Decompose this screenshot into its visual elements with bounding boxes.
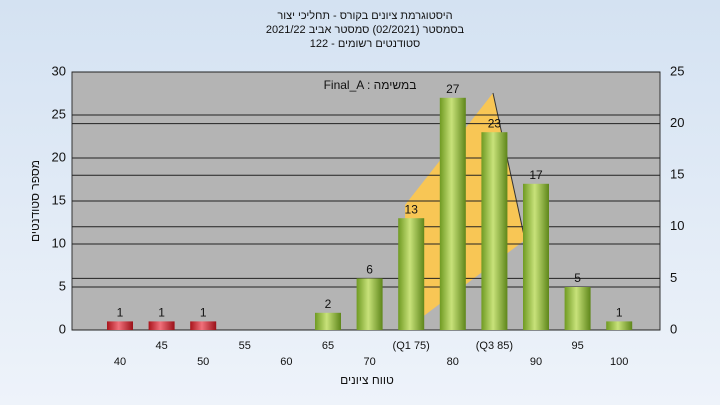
x-tick-label: 60 <box>280 356 292 368</box>
data-label: 23 <box>488 116 502 130</box>
data-label: 27 <box>446 82 460 96</box>
marks: 0510152025300510152025401451501556065270… <box>52 63 685 367</box>
y-tick-label: 0 <box>59 321 66 336</box>
y2-tick-label: 5 <box>670 270 677 285</box>
y2-tick-label: 15 <box>670 167 684 182</box>
bar <box>107 321 133 330</box>
x-tick-label: 70 <box>363 356 375 368</box>
bar <box>315 312 341 330</box>
chart-subtitle: בסמסטר (02/2021) סמסטר אביב 2021/22 <box>266 24 465 36</box>
bar <box>398 218 425 330</box>
bar <box>481 132 508 330</box>
bar <box>356 278 383 330</box>
chart-title: היסטוגרמת ציונים בקורס - תחליכי יצור <box>277 9 452 22</box>
data-label: 6 <box>366 263 373 277</box>
data-label: 1 <box>616 306 623 320</box>
x-tick-label: 50 <box>197 356 209 368</box>
y-tick-label: 15 <box>52 192 66 207</box>
data-label: 5 <box>574 271 581 285</box>
data-label: 1 <box>158 306 165 320</box>
data-label: 1 <box>200 306 207 320</box>
quartile-line <box>492 92 526 241</box>
bar <box>190 321 217 330</box>
data-label: 17 <box>529 168 543 182</box>
y-tick-label: 30 <box>52 63 66 78</box>
annotation: Final_A : במשימה <box>324 78 417 92</box>
bar <box>439 97 466 330</box>
x-tick-label: (Q1 75) <box>393 340 430 352</box>
x-tick-label: 100 <box>610 356 628 368</box>
y-tick-label: 20 <box>52 149 66 164</box>
chart-subtitle: סטודנטים רשומים - 122 <box>310 38 421 50</box>
y-axis-label: מספר סטודנטים <box>28 160 42 242</box>
y-tick-label: 5 <box>59 278 66 293</box>
data-label: 2 <box>325 297 332 311</box>
x-tick-label: 90 <box>530 356 542 368</box>
x-tick-label: 40 <box>114 356 126 368</box>
y2-tick-label: 0 <box>670 321 677 336</box>
bar <box>148 321 175 330</box>
x-tick-label: (Q3 85) <box>476 340 513 352</box>
y-tick-label: 10 <box>52 235 66 250</box>
bar <box>564 287 591 330</box>
bar <box>523 183 549 330</box>
data-label: 1 <box>117 306 124 320</box>
x-tick-label: 55 <box>239 340 251 352</box>
x-tick-label: 80 <box>447 356 459 368</box>
x-axis-label: טווח ציונים <box>340 373 394 387</box>
x-tick-label: 95 <box>571 340 583 352</box>
x-tick-label: 45 <box>155 340 167 352</box>
y2-tick-label: 20 <box>670 115 684 130</box>
y2-tick-label: 10 <box>670 218 684 233</box>
bar <box>606 321 633 330</box>
x-tick-label: 65 <box>322 340 334 352</box>
data-label: 13 <box>405 202 419 216</box>
y2-tick-label: 25 <box>670 63 684 78</box>
y-tick-label: 25 <box>52 106 66 121</box>
